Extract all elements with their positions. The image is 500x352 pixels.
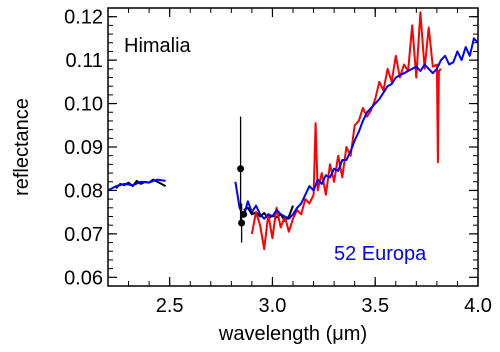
- series-line-himalia-red: [250, 11, 442, 251]
- x-tick-label: 2.5: [156, 295, 184, 317]
- x-tick-label: 3.5: [361, 295, 389, 317]
- data-point: [238, 219, 246, 227]
- annotation-himalia: Himalia: [124, 35, 192, 57]
- y-tick-label: 0.07: [64, 224, 103, 246]
- ticks-layer: 2.5 3.0 3.5 4.0 0.06 0.07 0.08 0.09 0.10 0.11 0.12: [64, 7, 492, 317]
- y-tick-label: 0.08: [64, 180, 103, 202]
- x-axis-label: wavelength (μm): [218, 323, 367, 345]
- series-line-himalia-black: [115, 178, 167, 189]
- series-layer: [107, 11, 479, 251]
- x-tick-label: 3.0: [259, 295, 287, 317]
- annotation-52-europa: 52 Europa: [334, 243, 427, 265]
- data-point: [240, 210, 248, 218]
- y-tick-label: 0.09: [64, 137, 103, 159]
- data-point: [237, 165, 245, 173]
- y-tick-label: 0.06: [64, 267, 103, 289]
- series-line-52-europa: [234, 37, 479, 220]
- series-line-52-europa: [107, 178, 166, 192]
- y-tick-label: 0.12: [64, 7, 103, 29]
- points-layer: [237, 116, 248, 243]
- x-tick-label: 4.0: [464, 295, 492, 317]
- y-axis-label: reflectance: [11, 98, 33, 196]
- y-tick-label: 0.11: [66, 50, 103, 72]
- y-tick-label: 0.10: [64, 94, 103, 116]
